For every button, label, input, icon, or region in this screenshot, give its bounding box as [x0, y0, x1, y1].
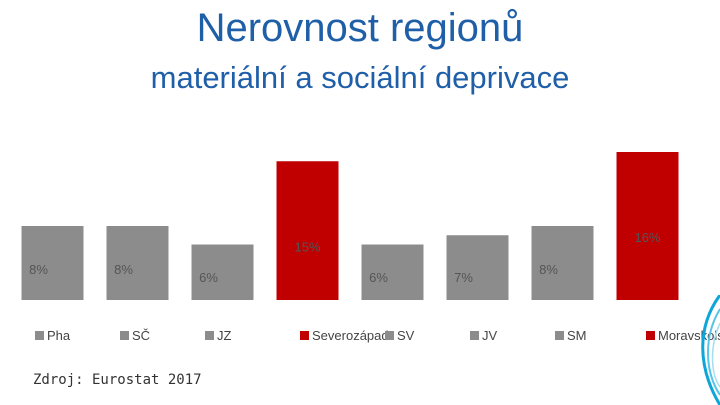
page-subtitle: materiální a sociální deprivace [150, 60, 570, 95]
bar-2 [106, 226, 169, 300]
legend-label-4: Severozápad [312, 328, 389, 343]
legend-swatch-5 [385, 331, 394, 340]
data-label-8: 16% [634, 230, 660, 245]
legend-label-5: SV [397, 328, 415, 343]
data-label-5: 6% [369, 270, 388, 285]
bars-group [21, 152, 679, 300]
legend-swatch-8 [646, 331, 655, 340]
data-label-6: 7% [454, 270, 473, 285]
data-label-1: 8% [29, 262, 48, 277]
page-title: Nerovnost regionů [196, 6, 524, 50]
bar-3 [191, 244, 254, 300]
bar-7 [531, 226, 594, 300]
legend-label-2: SČ [132, 328, 150, 343]
legend-swatch-7 [555, 331, 564, 340]
data-labels-group: 8% 8% 6% 15% 6% 7% 8% 16% [29, 230, 661, 285]
legend-swatch-6 [470, 331, 479, 340]
data-label-2: 8% [114, 262, 133, 277]
legend-label-7: SM [567, 328, 587, 343]
legend-swatch-4 [300, 331, 309, 340]
bar-4 [276, 161, 339, 300]
legend-label-1: Pha [47, 328, 71, 343]
legend-swatch-3 [205, 331, 214, 340]
data-label-3: 6% [199, 270, 218, 285]
source-note: Zdroj: Eurostat 2017 [33, 372, 202, 388]
legend-swatch-2 [120, 331, 129, 340]
legend-label-6: JV [482, 328, 498, 343]
bar-6 [446, 235, 509, 300]
legend-swatch-1 [35, 331, 44, 340]
data-label-4: 15% [294, 239, 320, 254]
legend: PhaSČJZSeverozápadSVJVSMMoravskolsezsko [35, 328, 720, 343]
data-label-7: 8% [539, 262, 558, 277]
bar-8 [616, 152, 679, 300]
corner-swoosh-icon [701, 295, 720, 405]
legend-label-3: JZ [217, 328, 232, 343]
bar-5 [361, 244, 424, 300]
bar-1 [21, 226, 84, 300]
